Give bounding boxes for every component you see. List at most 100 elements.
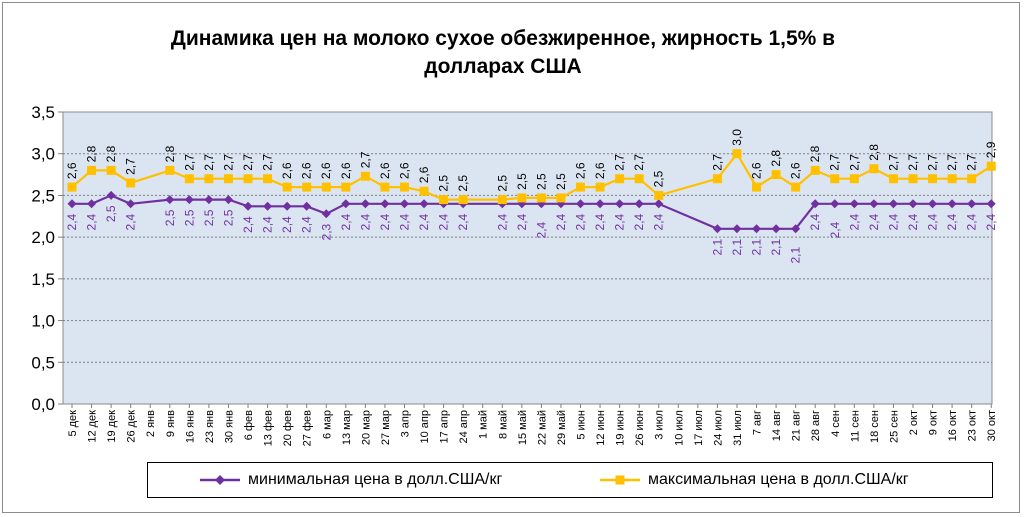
- x-axis: 5 дек 12 дек 19 дек 26 дек 2 янв 9 янв 16 янв 2…: [67, 404, 998, 446]
- data-label-max: 2,7: [632, 154, 646, 171]
- data-label-min: 2,4: [984, 213, 998, 230]
- data-label-max: 2,7: [886, 154, 900, 171]
- x-tick-label: 22 май: [536, 410, 548, 445]
- y-tick-label: 3,0: [31, 145, 55, 164]
- data-label-min: 2,4: [808, 213, 822, 230]
- point-min: [634, 199, 644, 209]
- data-label-max: 2,6: [593, 162, 607, 179]
- x-tick-label: 23 янв: [204, 410, 216, 443]
- point-min: [360, 199, 370, 209]
- data-label-max: 2,5: [495, 175, 509, 192]
- x-tick-label: 3 июл: [654, 410, 666, 440]
- point-min: [967, 199, 977, 209]
- data-label-min: 2,4: [261, 216, 275, 233]
- data-label-max: 2,5: [554, 173, 568, 190]
- data-label-min: 2,4: [300, 216, 314, 233]
- x-tick-label: 12 дек: [87, 410, 99, 443]
- y-tick-label: 3,5: [31, 103, 55, 122]
- data-label-min: 2,5: [202, 209, 216, 226]
- point-max: [380, 182, 390, 192]
- data-label-min: 2,1: [730, 238, 744, 255]
- data-label-min: 2,4: [417, 213, 431, 230]
- point-min: [752, 224, 762, 234]
- data-label-min: 2,4: [945, 213, 959, 230]
- x-tick-label: 17 июл: [693, 410, 705, 446]
- point-min: [595, 199, 605, 209]
- point-max: [165, 165, 175, 175]
- data-label-max: 2,5: [437, 175, 451, 192]
- point-min: [869, 199, 879, 209]
- point-max: [928, 174, 938, 184]
- point-max: [536, 193, 546, 203]
- data-label-max: 2,5: [515, 173, 529, 190]
- point-max: [399, 182, 409, 192]
- x-tick-label: 16 окт: [947, 410, 959, 441]
- data-label-max: 2,6: [789, 162, 803, 179]
- data-label-max: 2,7: [945, 154, 959, 171]
- x-tick-label: 8 май: [497, 410, 509, 439]
- point-max: [634, 174, 644, 184]
- point-min: [791, 224, 801, 234]
- point-max: [223, 174, 233, 184]
- legend-max-marker: [600, 475, 640, 485]
- point-min: [615, 199, 625, 209]
- data-label-max: 2,7: [926, 154, 940, 171]
- point-min: [380, 199, 390, 209]
- point-min: [87, 199, 97, 209]
- point-max: [282, 182, 292, 192]
- x-tick-label: 31 июл: [732, 410, 744, 446]
- data-label-max: 2,8: [769, 150, 783, 167]
- point-min: [321, 209, 331, 219]
- point-min: [908, 199, 918, 209]
- x-tick-label: 24 июл: [712, 410, 724, 446]
- x-tick-label: 30 окт: [986, 410, 998, 441]
- point-max: [321, 182, 331, 192]
- data-label-max: 2,5: [534, 173, 548, 190]
- data-label-max: 2,7: [202, 154, 216, 171]
- point-max: [771, 170, 781, 180]
- x-tick-label: 9 окт: [928, 410, 940, 435]
- x-tick-label: 14 авг: [771, 410, 783, 441]
- point-max: [908, 174, 918, 184]
- point-max: [419, 186, 429, 196]
- point-max: [654, 190, 664, 200]
- point-min: [849, 199, 859, 209]
- legend-max-label: максимальная цена в долл.США/кг: [648, 471, 909, 488]
- x-tick-label: 5 июн: [576, 410, 588, 440]
- data-label-min: 2,4: [280, 216, 294, 233]
- data-labels: 2,4 2,4 2,5 2,4 2,5 2,5 2,5 2,5 2,4 2,4 2,4 2,4 2,3 2…: [65, 129, 998, 264]
- point-max: [517, 193, 527, 203]
- data-label-min: 2,4: [456, 213, 470, 230]
- data-label-max: 2,6: [397, 162, 411, 179]
- data-label-min: 2,5: [221, 209, 235, 226]
- point-min: [654, 199, 664, 209]
- data-label-min: 2,4: [828, 221, 842, 238]
- data-label-max: 2,7: [613, 154, 627, 171]
- point-min: [732, 224, 742, 234]
- point-min: [986, 199, 996, 209]
- point-max: [243, 174, 253, 184]
- data-label-max: 2,5: [456, 175, 470, 192]
- point-max: [184, 174, 194, 184]
- data-label-min: 2,4: [358, 213, 372, 230]
- x-tick-label: 11 сен: [849, 410, 861, 442]
- y-tick-label: 0,0: [31, 395, 55, 414]
- x-tick-label: 5 дек: [67, 410, 79, 437]
- x-tick-label: 30 янв: [223, 410, 235, 443]
- data-label-min: 2,4: [867, 213, 881, 230]
- data-label-min: 2,4: [965, 213, 979, 230]
- data-label-max: 2,6: [280, 162, 294, 179]
- point-max: [869, 164, 879, 174]
- y-tick-label: 0,5: [31, 353, 55, 372]
- point-min: [184, 195, 194, 205]
- x-tick-label: 16 янв: [184, 410, 196, 443]
- x-tick-label: 17 апр: [439, 410, 451, 443]
- data-label-max: 2,6: [65, 162, 79, 179]
- legend-item-max: максимальная цена в долл.США/кг: [598, 471, 909, 489]
- y-tick-label: 1,5: [31, 270, 55, 289]
- point-max: [341, 182, 351, 192]
- x-tick-label: 2 окт: [908, 410, 920, 435]
- point-min: [419, 199, 429, 209]
- data-label-min: 2,4: [593, 213, 607, 230]
